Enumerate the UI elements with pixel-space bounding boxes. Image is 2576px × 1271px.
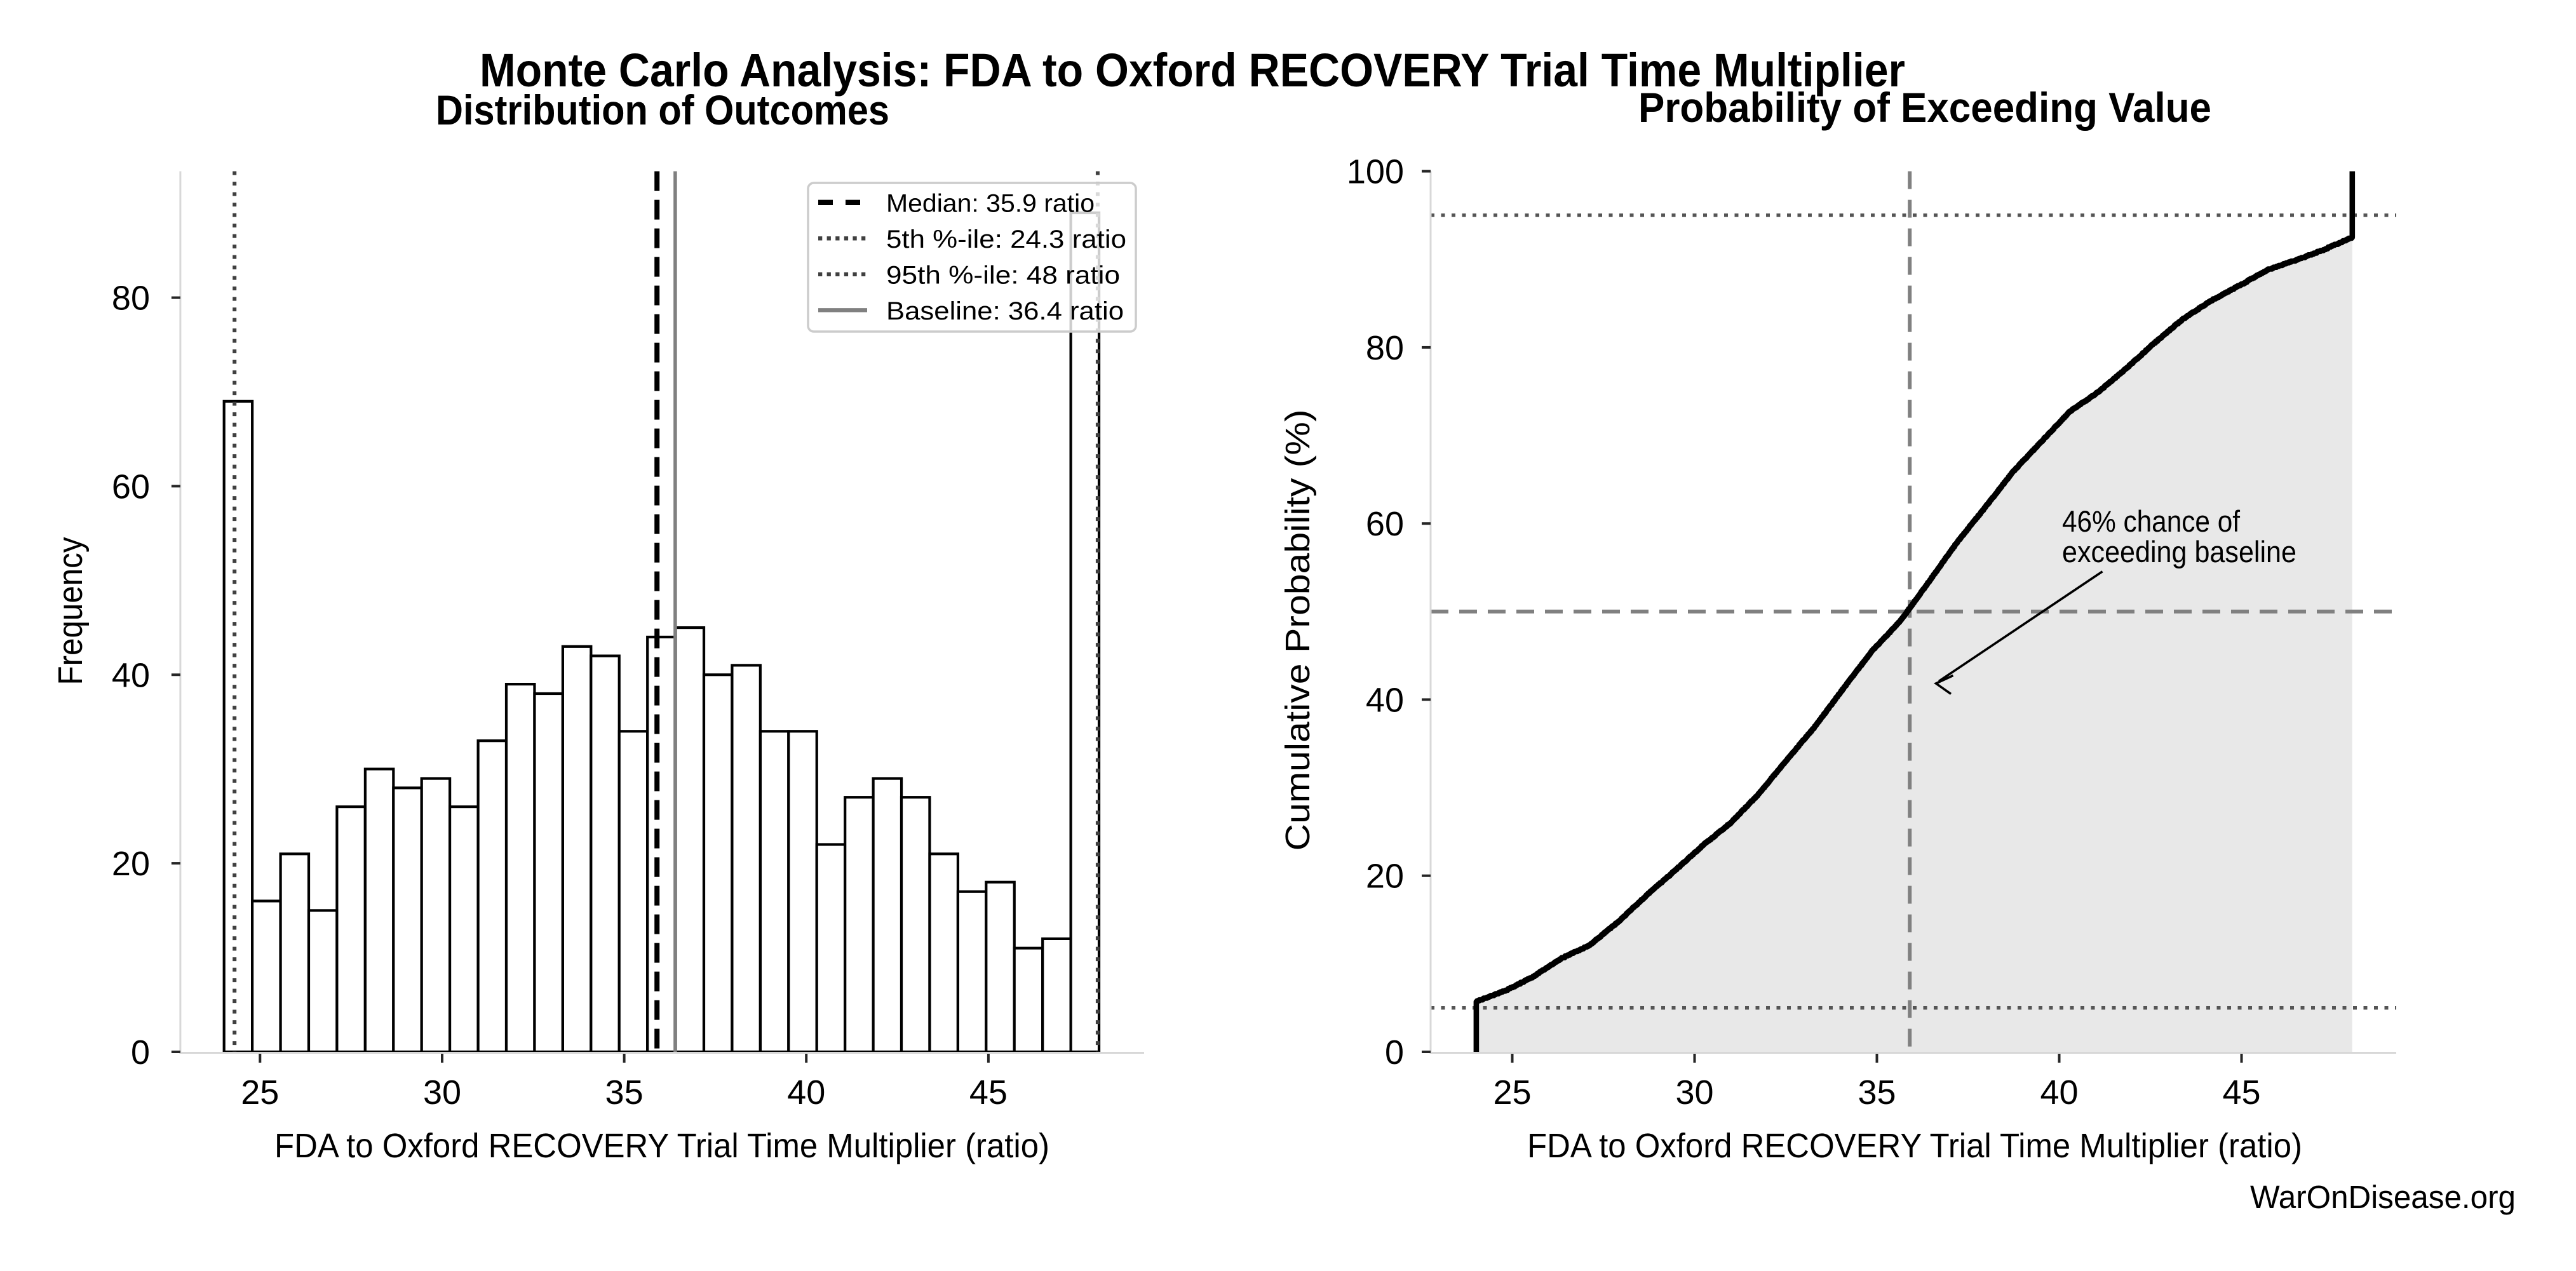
svg-text:exceeding baseline: exceeding baseline [2062, 535, 2296, 568]
svg-text:60: 60 [1366, 505, 1404, 543]
svg-text:40: 40 [2040, 1073, 2078, 1112]
svg-text:20: 20 [1366, 857, 1404, 896]
svg-text:46% chance of: 46% chance of [2062, 504, 2241, 538]
svg-text:20: 20 [112, 845, 150, 883]
svg-text:Probability of Exceeding Value: Probability of Exceeding Value [1638, 84, 2211, 131]
svg-text:FDA to Oxford RECOVERY Trial T: FDA to Oxford RECOVERY Trial Time Multip… [1527, 1127, 2302, 1165]
svg-text:40: 40 [1366, 681, 1404, 719]
svg-text:Frequency: Frequency [51, 537, 90, 685]
svg-text:100: 100 [1347, 153, 1404, 191]
svg-text:35: 35 [605, 1073, 644, 1112]
svg-text:80: 80 [1366, 329, 1404, 367]
svg-text:FDA to Oxford RECOVERY Trial T: FDA to Oxford RECOVERY Trial Time Multip… [274, 1127, 1049, 1165]
svg-text:5th %-ile: 24.3 ratio: 5th %-ile: 24.3 ratio [886, 225, 1126, 253]
svg-text:WarOnDisease.org: WarOnDisease.org [2250, 1179, 2516, 1215]
svg-text:40: 40 [787, 1073, 825, 1112]
svg-text:30: 30 [1675, 1073, 1713, 1112]
svg-text:35: 35 [1858, 1073, 1896, 1112]
svg-text:Median: 35.9 ratio: Median: 35.9 ratio [886, 189, 1095, 217]
svg-text:60: 60 [112, 467, 150, 506]
svg-text:0: 0 [131, 1033, 150, 1072]
svg-text:80: 80 [112, 279, 150, 318]
svg-text:45: 45 [969, 1073, 1008, 1112]
svg-text:Baseline: 36.4 ratio: Baseline: 36.4 ratio [886, 297, 1124, 325]
svg-text:40: 40 [112, 656, 150, 694]
svg-text:45: 45 [2222, 1073, 2260, 1112]
svg-text:Cumulative Probability (%): Cumulative Probability (%) [1279, 410, 1317, 851]
svg-text:25: 25 [1493, 1073, 1531, 1112]
svg-text:25: 25 [241, 1073, 279, 1112]
svg-text:0: 0 [1385, 1033, 1404, 1072]
svg-text:Monte Carlo Analysis: FDA to O: Monte Carlo Analysis: FDA to Oxford RECO… [480, 44, 1905, 97]
svg-text:Distribution of Outcomes: Distribution of Outcomes [436, 86, 889, 133]
svg-text:95th %-ile: 48 ratio: 95th %-ile: 48 ratio [886, 261, 1120, 289]
svg-text:30: 30 [423, 1073, 461, 1112]
